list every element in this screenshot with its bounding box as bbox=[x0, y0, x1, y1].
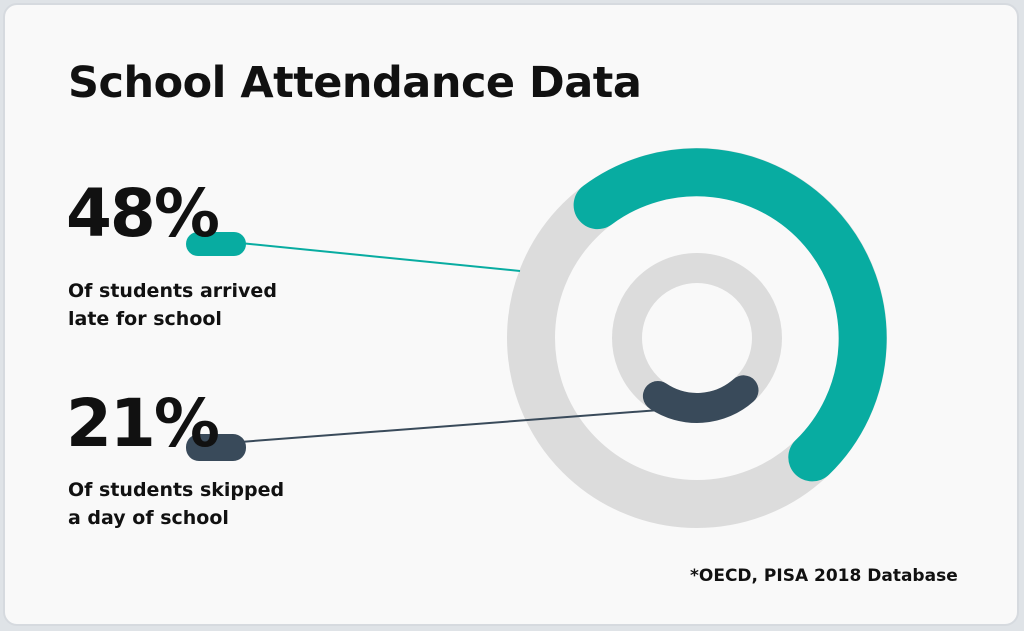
stat-description-48: Of students arrived late for school bbox=[68, 280, 277, 330]
stat-value-21: 21% bbox=[66, 385, 220, 462]
legend-pill-48 bbox=[186, 232, 246, 256]
inner-ring-arc-21 bbox=[642, 375, 759, 423]
outer-ring-arc-48 bbox=[573, 148, 887, 482]
connector-line-21 bbox=[239, 405, 713, 443]
connector-line-48 bbox=[239, 242, 521, 272]
stat-description-21: Of students skipped a day of school bbox=[68, 479, 285, 529]
source-note: *OECD, PISA 2018 Database bbox=[690, 566, 958, 586]
stat-value-48: 48% bbox=[66, 175, 220, 252]
legend-pill-21 bbox=[186, 434, 246, 461]
page-title: School Attendance Data bbox=[68, 58, 642, 108]
